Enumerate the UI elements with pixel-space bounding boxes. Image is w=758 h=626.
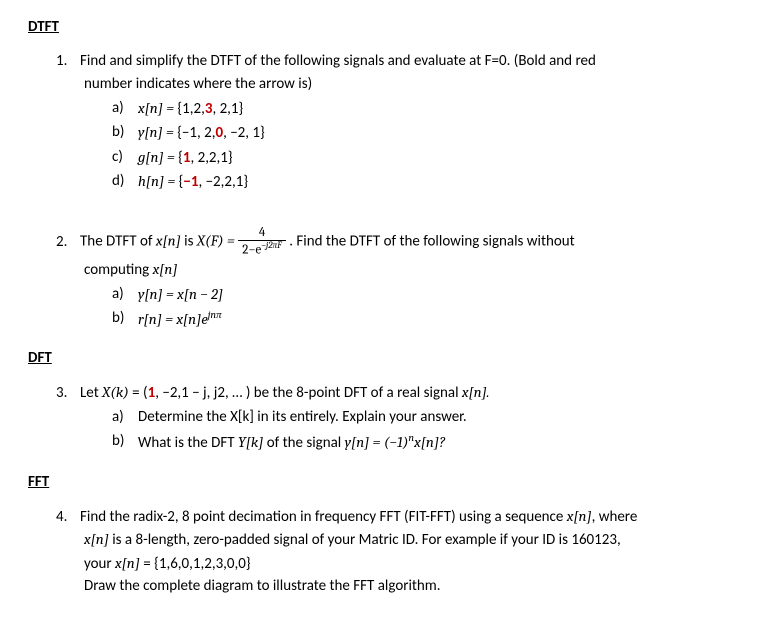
q1-a-close: , 2,1} [212,100,243,118]
q3-sublist: a) Determine the X[k] in its entirely. E… [112,406,730,455]
q4-xn3: x[n] [115,554,140,572]
spacer [28,455,730,473]
q4-l1: 4.Find the radix-2, 8 point decimation i… [84,505,730,529]
q4-l3b: = {1,6,0,1,2,3,0,0} [140,555,251,573]
spacer [28,194,730,212]
q1-d-label: d) [112,170,138,194]
q1-d-lhs: h[n] = [138,172,179,190]
q1-number: 1. [56,50,80,73]
q1-b-open: {−1, 2, [177,124,215,142]
q3-xn: x[n]. [462,383,490,401]
q4-l3a: your [84,555,115,573]
q2-line2: computing x[n] [84,258,730,282]
q3-rest: , −2,1 − j, j2, … ) [155,384,250,402]
q3-b-eqnb: x[n]? [414,433,445,451]
q2-xn2: x[n] [153,260,178,278]
q3-eq: = [129,384,143,402]
q4-l3: your x[n] = {1,6,0,1,2,3,0,0} [84,552,730,576]
q3-number: 3. [56,382,80,405]
spacer [28,331,730,349]
q1-c-expr: g[n] = {1, 2,2,1} [138,146,233,170]
q3-a-label: a) [112,406,138,429]
q4-l4: Draw the complete diagram to illustrate … [84,575,730,598]
q3-b: b) What is the DFT Y[k] of the signal y[… [112,430,730,455]
q2-xn: x[n] [156,232,181,250]
q2-a: a) y[n] = x[n − 2] [112,283,730,306]
q4-l1a: Find the radix-2, 8 point decimation in … [80,508,567,526]
q2-fraction: 42−e−j2πF [238,226,286,258]
question-3: 3.Let X(k) = (1, −2,1 − j, j2, … ) be th… [84,381,730,455]
q2-b: b) r[n] = x[n]ejnπ [112,307,730,331]
q1-a-lhs: x[n] = [138,99,177,117]
q2-sublist: a) y[n] = x[n − 2] b) r[n] = x[n]ejnπ [112,283,730,331]
q1-d: d) h[n] = {−1, −2,2,1} [112,170,730,194]
q2-den-exp: −j2πF [261,241,282,251]
q1-a: a) x[n] = {1,2,3, 2,1} [112,97,730,121]
q2-xf: X(F) = [197,232,238,250]
q2-frac-den: 2−e−j2πF [238,241,286,258]
q3-xk: X(k) [102,383,129,401]
q1-c-label: c) [112,146,138,170]
heading-dft: DFT [28,349,730,367]
q3-b-mid: of the signal [263,434,344,452]
q2-b-expr: r[n] = x[n]ejnπ [138,307,222,331]
q2-lead-b: . Find the DTFT of the following signals… [286,233,575,251]
q3-lead: Let [80,384,102,402]
q3-b-label: b) [112,430,138,455]
q2-number: 2. [56,231,80,254]
q1-d-close: , −2,2,1} [198,173,248,191]
q1-b: b) y[n] = {−1, 2,0, −2, 1} [112,121,730,145]
q1-c: c) g[n] = {1, 2,2,1} [112,146,730,170]
q1-d-expr: h[n] = {−1, −2,2,1} [138,170,248,194]
q1-line1: Find and simplify the DTFT of the follow… [80,52,596,70]
q1-a-expr: x[n] = {1,2,3, 2,1} [138,97,243,121]
question-2: 2.The DTFT of x[n] is X(F) = 42−e−j2πF .… [84,226,730,331]
q2-prompt: 2.The DTFT of x[n] is X(F) = 42−e−j2πF .… [84,226,730,258]
q3-b-text: What is the DFT Y[k] of the signal y[n] … [138,430,445,455]
q3-tail: be the 8-point DFT of a real signal [250,384,462,402]
q3-b-yk: Y[k] [238,433,263,451]
q3-b-eqna: y[n] = (−1) [345,433,409,451]
q4-xn1: x[n] [567,507,592,525]
q3-a-text: Determine the X[k] in its entirely. Expl… [138,406,467,429]
q2-computing: computing [84,261,153,279]
q1-a-open: {1,2, [177,100,204,118]
q2-frac-num: 4 [238,226,286,241]
heading-fft: FFT [28,473,730,491]
q2-a-label: a) [112,283,138,306]
q1-c-close: , 2,2,1} [190,149,232,167]
q1-sublist: a) x[n] = {1,2,3, 2,1} b) y[n] = {−1, 2,… [112,97,730,194]
q2-b-a: r[n] = x[n]e [138,310,208,328]
q3-b-pre: What is the DFT [138,434,238,452]
q1-b-expr: y[n] = {−1, 2,0, −2, 1} [138,121,265,145]
q1-b-lhs: y[n] = [138,123,177,141]
q4-l2: x[n] is a 8-length, zero-padded signal o… [84,528,730,552]
q1-prompt: 1.Find and simplify the DTFT of the foll… [84,50,730,73]
q4-l1b: , where [592,508,638,526]
q1-c-lhs: g[n] = [138,148,178,166]
question-1: 1.Find and simplify the DTFT of the foll… [84,50,730,194]
q1-d-bold: −1 [183,173,198,191]
heading-dtft: DTFT [28,18,730,36]
page: DTFT 1.Find and simplify the DTFT of the… [0,0,758,626]
q2-a-expr: y[n] = x[n − 2] [138,283,223,306]
q1-a-label: a) [112,97,138,121]
question-4: 4.Find the radix-2, 8 point decimation i… [84,505,730,598]
q4-number: 4. [56,506,80,529]
q2-b-label: b) [112,307,138,331]
q1-line2: number indicates where the arrow is) [84,73,730,96]
q3-prompt: 3.Let X(k) = (1, −2,1 − j, j2, … ) be th… [84,381,730,405]
q1-b-label: b) [112,121,138,145]
q1-b-close: , −2, 1} [223,124,265,142]
q2-is: is [181,233,197,251]
q4-xn2: x[n] [84,530,109,548]
q4-l2b: is a 8-length, zero-padded signal of you… [109,531,621,549]
q2-b-exp: jnπ [208,308,222,321]
q2-lead-a: The DTFT of [80,233,156,251]
q3-a: a) Determine the X[k] in its entirely. E… [112,406,730,429]
q2-den-a: 2−e [242,243,261,258]
q1-b-bold: 0 [215,124,223,142]
